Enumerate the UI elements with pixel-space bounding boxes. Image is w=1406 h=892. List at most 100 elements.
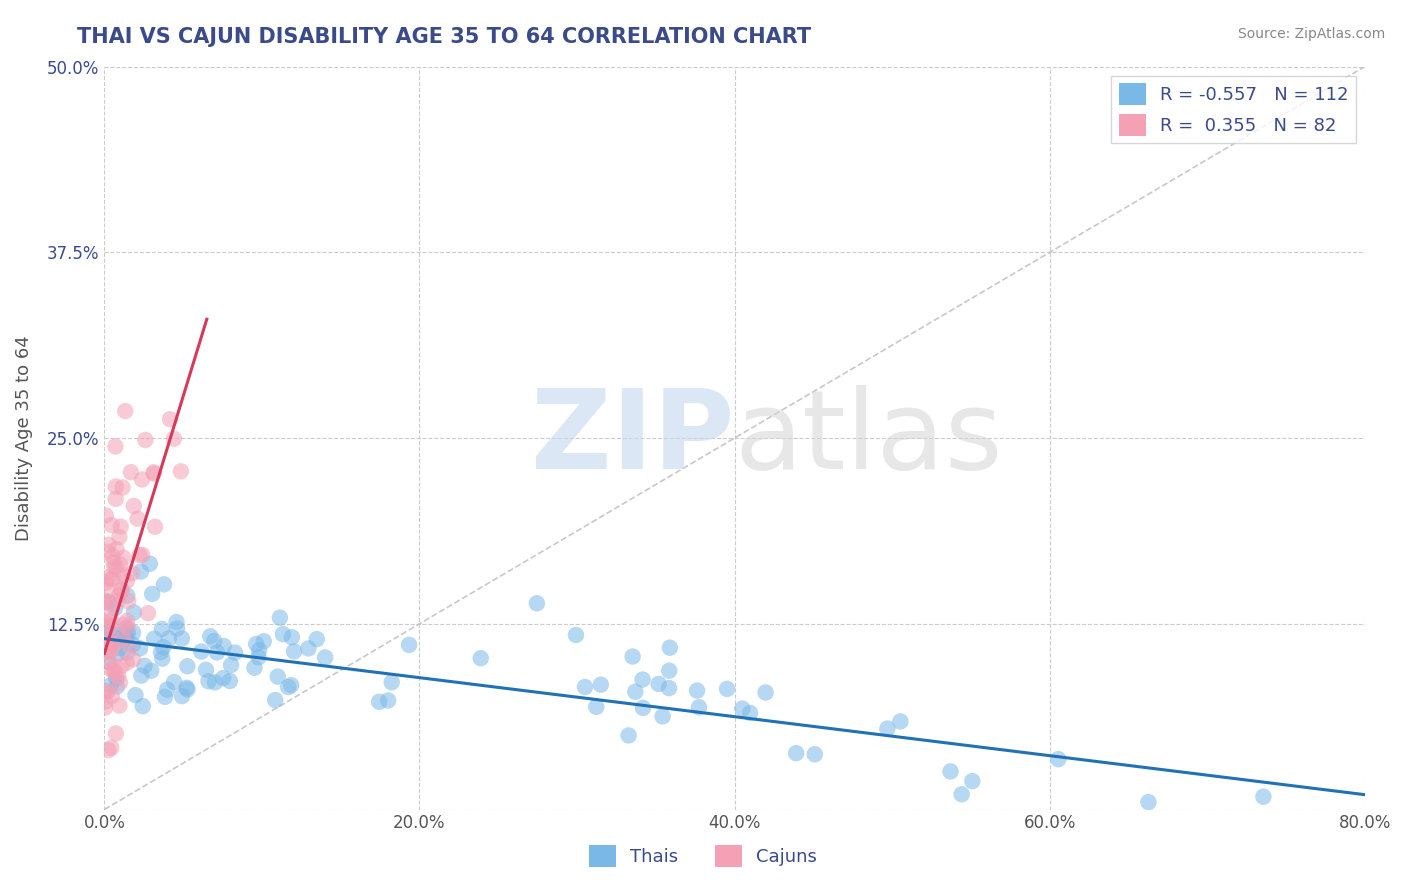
Point [176,681,198,695]
Point [212,639,235,653]
Point [283,644,305,658]
Point [96,622,118,636]
Point [129,565,152,579]
Point [100,657,122,671]
Point [658,664,681,678]
Point [243,661,266,675]
Text: Source: ZipAtlas.com: Source: ZipAtlas.com [1237,27,1385,41]
Point [100,614,122,628]
Point [688,700,710,714]
Point [368,695,391,709]
Point [224,646,246,660]
Point [153,577,176,591]
Point [686,683,709,698]
Point [1137,795,1160,809]
Point [176,659,198,673]
Point [118,639,141,653]
Point [108,675,131,690]
Point [103,555,125,569]
Point [124,688,146,702]
Point [132,699,155,714]
Point [962,774,984,789]
Point [122,625,145,640]
Point [100,740,122,755]
Point [218,673,240,688]
Point [247,650,270,665]
Point [114,404,136,418]
Point [104,726,127,740]
Point [785,746,807,760]
Point [143,520,166,534]
Point [631,673,654,687]
Point [163,432,186,446]
Point [108,530,131,544]
Point [247,643,270,657]
Point [134,433,156,447]
Text: ZIP: ZIP [531,384,734,491]
Point [142,466,165,480]
Point [117,620,139,634]
Point [97,595,120,609]
Point [107,632,129,646]
Point [212,671,235,685]
Point [939,764,962,779]
Point [112,550,135,565]
Point [117,626,139,640]
Point [152,640,174,654]
Point [141,587,163,601]
Point [398,638,420,652]
Point [755,685,778,699]
Point [112,568,135,582]
Point [115,621,138,635]
Point [104,601,127,615]
Point [197,674,219,689]
Point [136,606,159,620]
Point [658,681,681,695]
Point [103,560,125,574]
Point [170,632,193,646]
Point [94,700,117,714]
Point [97,655,120,669]
Point [97,743,120,757]
Point [122,638,145,652]
Point [202,634,225,648]
Point [103,627,125,641]
Point [143,632,166,646]
Point [96,582,118,597]
Point [115,614,138,628]
Point [889,714,911,729]
Point [621,649,644,664]
Point [97,635,120,649]
Point [176,682,198,697]
Y-axis label: Disability Age 35 to 64: Disability Age 35 to 64 [15,335,32,541]
Point [100,518,122,533]
Point [105,594,128,608]
Point [105,671,128,685]
Point [150,651,173,665]
Point [105,542,128,557]
Point [253,634,276,648]
Point [117,594,139,608]
Point [110,582,132,597]
Point [647,677,669,691]
Point [526,596,548,610]
Point [1253,789,1275,804]
Point [141,664,163,678]
Point [166,622,188,636]
Point [97,607,120,622]
Point [624,685,647,699]
Point [128,548,150,562]
Point [245,637,267,651]
Point [110,659,132,673]
Point [738,706,761,720]
Point [1047,752,1070,766]
Point [803,747,825,762]
Point [651,709,673,723]
Point [876,722,898,736]
Point [205,645,228,659]
Point [631,701,654,715]
Point [101,549,124,564]
Point [104,666,127,681]
Point [565,628,588,642]
Point [115,646,138,660]
